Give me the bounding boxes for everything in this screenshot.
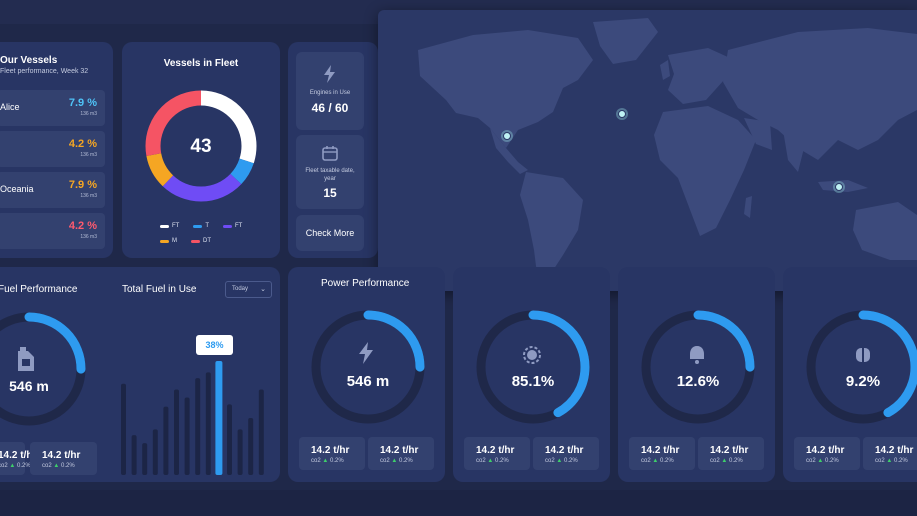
vessel-name: Oceania (0, 184, 34, 194)
vessel-volume: 136 m3 (80, 234, 97, 240)
engine-icon (523, 346, 541, 364)
fuel-bar (152, 429, 158, 475)
fuel-bar (163, 406, 169, 475)
fuel-bar (227, 404, 232, 475)
world-map-svg (418, 18, 917, 282)
power-stat: 14.2 t/hr co2 ▲ 0.2% (299, 437, 365, 470)
fuel-stat: 14.2 t/hr co2 ▲ 0.2% (30, 442, 97, 475)
engine-stat: 14.2 t/hr co2 ▲ 0.2% (533, 437, 599, 470)
vessel-pct: 7.9 % (68, 179, 97, 191)
fuel-bar (121, 383, 126, 475)
world-map[interactable] (378, 10, 917, 291)
fuel-bar (174, 389, 179, 475)
engines-tile[interactable]: Engines in Use 46 / 60 (296, 52, 364, 130)
fuel-bar (215, 361, 223, 475)
fuel-bar (142, 443, 148, 475)
legend-item: FT (223, 223, 242, 229)
fuel-progress-ring (0, 312, 86, 426)
fuel-stat: 14.2 t/hr co2 ▲ 0.2% (0, 442, 36, 475)
power-progress-ring (311, 310, 425, 424)
vessel-row[interactable]: 4.2 % 136 m3 (0, 213, 105, 249)
fuel-can-icon (18, 347, 34, 371)
vessel-row[interactable]: 4.2 % 136 m3 (0, 131, 105, 167)
fleet-taxable-label: Fleet taxable date, year (305, 168, 355, 182)
engines-label: Engines in Use (309, 90, 351, 96)
power-value: 546 m (346, 373, 390, 390)
vessel-row[interactable]: Oceania 7.9 % 136 m3 (0, 172, 105, 208)
vessel-location-markers (501, 108, 845, 193)
vessel-name: Alice (0, 102, 20, 112)
lightning-icon (359, 342, 373, 364)
pump-metric-card: 9.2% 14.2 t/hr co2 ▲ 0.2% 14.2 t/hr co2 ▲ … (783, 267, 917, 482)
vessels-in-fleet-card: Vessels in Fleet 43 FT T FT M DT (122, 42, 280, 258)
pump-progress-ring (806, 310, 917, 424)
fleet-title: Vessels in Fleet (163, 58, 239, 69)
ring-progress (311, 310, 425, 424)
engine-progress-ring (476, 310, 590, 424)
fuel-bar (184, 397, 190, 475)
vessel-volume: 136 m3 (80, 152, 97, 158)
period-dropdown[interactable]: Today ⌄ (225, 281, 272, 298)
legend-item: FT (160, 223, 179, 229)
pump-icon (856, 348, 870, 362)
bell-stat: 14.2 t/hr co2 ▲ 0.2% (698, 437, 764, 470)
pump-stat: 14.2 t/hr co2 ▲ 0.2% (863, 437, 917, 470)
bell-metric-card: 12.6% 14.2 t/hr co2 ▲ 0.2% 14.2 t/hr co2 ▲… (618, 267, 775, 482)
power-stat: 14.2 t/hr co2 ▲ 0.2% (368, 437, 434, 470)
fuel-bar (248, 418, 254, 475)
bell-progress-ring (641, 310, 755, 424)
engine-stat: 14.2 t/hr co2 ▲ 0.2% (464, 437, 530, 470)
power-performance-title: Power Performance (321, 278, 410, 289)
engine-metric-card: 85.1% 14.2 t/hr co2 ▲ 0.2% 14.2 t/hr co2 ▲… (453, 267, 610, 482)
pump-value: 9.2% (845, 373, 881, 390)
vessel-pct: 4.2 % (68, 138, 97, 150)
fleet-donut-chart (145, 90, 257, 202)
total-fuel-title: Total Fuel in Use (122, 284, 197, 295)
vessels-title: Our Vessels (0, 55, 58, 66)
vessel-volume: 136 m3 (80, 111, 97, 117)
metrics-card: Engines in Use 46 / 60 Fleet taxable dat… (288, 42, 378, 258)
fuel-bar (195, 378, 201, 475)
legend-item: DT (191, 238, 211, 244)
vessels-subtitle: Fleet performance, Week 32 (0, 68, 89, 75)
bell-stat: 14.2 t/hr co2 ▲ 0.2% (629, 437, 695, 470)
bell-value: 12.6% (676, 373, 720, 390)
fuel-performance-card: Fuel Performance 546 m 14.2 t/hr co2 ▲ 0… (0, 267, 280, 482)
vessel-row[interactable]: Alice 7.9 % 136 m3 (0, 90, 105, 126)
fuel-bar (205, 372, 211, 475)
fuel-value: 546 m (9, 378, 49, 394)
engines-value: 46 / 60 (311, 101, 349, 115)
ring-progress (476, 310, 590, 424)
pump-stat: 14.2 t/hr co2 ▲ 0.2% (794, 437, 860, 470)
check-more-button[interactable]: Check More (296, 215, 364, 251)
ring-progress (0, 312, 86, 426)
our-vessels-card: Our Vessels Fleet performance, Week 32 A… (0, 42, 113, 258)
ring-progress (806, 310, 917, 424)
chevron-down-icon: ⌄ (260, 286, 266, 293)
donut-segment (145, 90, 257, 202)
fleet-taxable-value: 15 (323, 186, 337, 200)
fleet-total: 43 (190, 136, 212, 157)
donut-segment (145, 90, 257, 202)
engine-value: 85.1% (511, 373, 555, 390)
fuel-bar (237, 429, 243, 475)
lightning-icon (324, 65, 335, 83)
vessel-pct: 4.2 % (68, 220, 97, 232)
fuel-performance-title: Fuel Performance (0, 284, 78, 295)
vessel-volume: 136 m3 (80, 193, 97, 199)
fuel-bar (131, 435, 137, 475)
calendar-icon (322, 146, 338, 161)
legend-item: T (193, 223, 209, 229)
bell-icon (690, 346, 704, 364)
vessel-pct: 7.9 % (68, 97, 97, 109)
fuel-bar (258, 389, 264, 475)
power-performance-card: Power Performance 546 m 14.2 t/hr co2 ▲ 0… (288, 267, 445, 482)
legend-item: M (160, 238, 177, 244)
total-fuel-bar-chart (121, 361, 264, 475)
bar-tooltip: 38% (196, 335, 233, 355)
fleet-taxable-tile[interactable]: Fleet taxable date, year 15 (296, 135, 364, 209)
footer-area (0, 490, 917, 516)
ring-progress (641, 310, 755, 424)
